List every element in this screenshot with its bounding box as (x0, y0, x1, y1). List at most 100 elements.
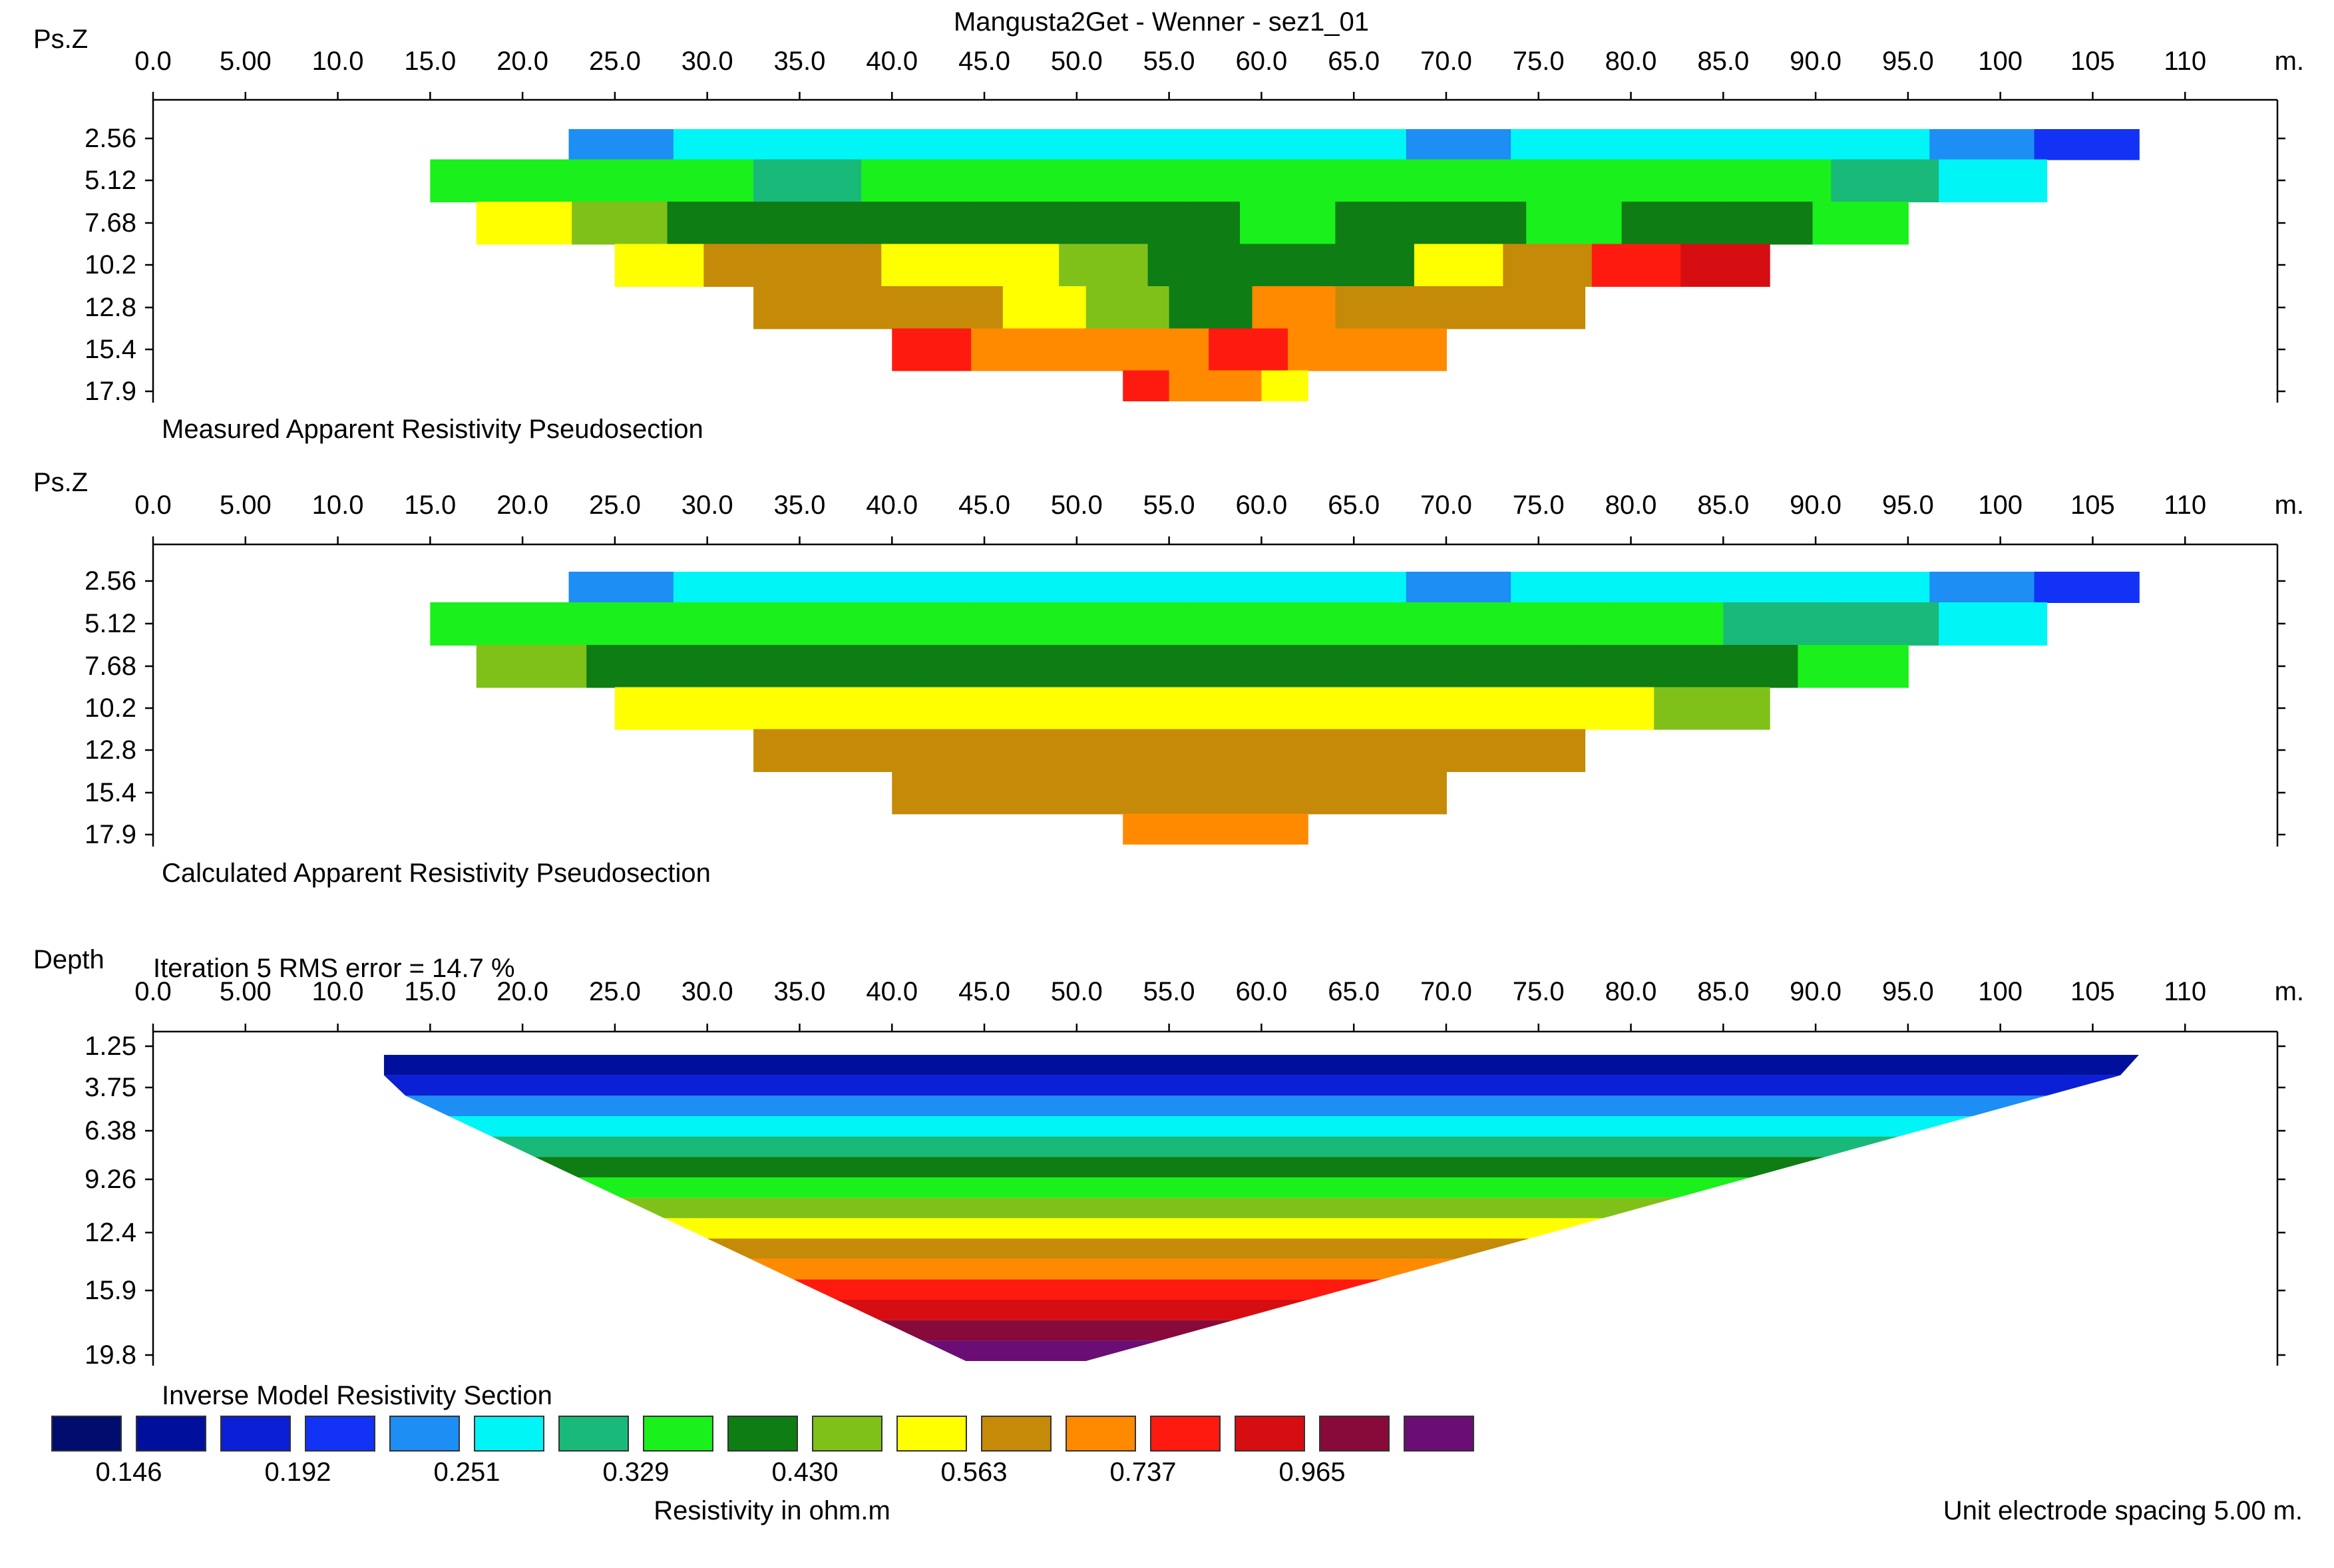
pseudosection-cell (1577, 645, 1688, 688)
pseudosection-cell (2034, 129, 2140, 160)
pseudosection-cell (1209, 328, 1289, 371)
pseudosection-cell (881, 244, 971, 287)
pseudosection-cell (1144, 202, 1241, 245)
pseudosection-cell (882, 129, 988, 160)
pseudosection-cell (1197, 129, 1302, 160)
model-band (836, 1300, 1308, 1320)
legend-swatch (558, 1416, 629, 1452)
pseudosection-cell (1292, 602, 1401, 646)
x-tick-label: 45.0 (958, 47, 1010, 76)
x-tick-label: 80.0 (1605, 490, 1657, 520)
pseudosection-cell (987, 129, 1093, 160)
pseudosection-cell (1301, 572, 1407, 603)
pseudosection-cell (1503, 244, 1593, 287)
pseudosection-cell (987, 572, 1093, 603)
pseudosection-cell (1357, 645, 1468, 688)
pseudosection-cell (953, 202, 1050, 245)
x-tick-label: 90.0 (1790, 490, 1842, 520)
pseudosection-cell (1085, 286, 1170, 329)
pseudosection-cell (1831, 159, 1940, 202)
pseudosection-cell (1292, 159, 1401, 202)
pseudosection-cell (778, 129, 884, 160)
y-tick-label: 9.26 (85, 1165, 136, 1194)
legend-swatch (389, 1416, 460, 1452)
pseudosection-cell (1065, 729, 1170, 772)
legend-swatch (981, 1416, 1052, 1452)
x-tick-label: 25.0 (589, 490, 641, 520)
pseudosection-cell (1169, 286, 1253, 329)
x-tick-label: 0.0 (134, 490, 172, 520)
x-tick-label: 85.0 (1697, 47, 1749, 76)
x-tick-label: 35.0 (774, 977, 826, 1006)
pseudosection-cell (586, 645, 697, 688)
pseudosection-cell (1301, 129, 1407, 160)
x-tick-label: 35.0 (774, 490, 826, 520)
pseudosection-cell (1050, 328, 1131, 371)
legend-swatch (474, 1416, 544, 1452)
x-tick-label: 95.0 (1882, 47, 1934, 76)
x-tick-label: 0.0 (134, 977, 172, 1006)
pseudosection-cell (882, 572, 988, 603)
pseudosection-cell (572, 202, 668, 245)
pseudosection-cell (1184, 602, 1293, 646)
pseudosection-cell (430, 602, 539, 646)
pseudosection-cell (1076, 771, 1170, 815)
pseudosection-cell (1184, 159, 1293, 202)
pseudosection-cell (1423, 687, 1539, 730)
legend-swatch (1404, 1416, 1474, 1452)
x-tick-label: 30.0 (681, 977, 733, 1006)
pseudosection-cell (673, 129, 779, 160)
pseudosection-cell (861, 159, 970, 202)
pseudosection-cell (1615, 159, 1724, 202)
pseudosection-cell (1929, 129, 2035, 160)
x-tick-label: 105 (2070, 47, 2115, 76)
x-tick-label: 55.0 (1143, 490, 1195, 520)
pseudosection-cell (1406, 572, 1512, 603)
y-tick-label: 12.8 (85, 293, 136, 322)
legend-swatch (305, 1416, 375, 1452)
pseudosection-cell (970, 244, 1060, 287)
pseudosection-cell (1184, 813, 1247, 845)
pseudosection-cell (858, 202, 954, 245)
y-tick-label: 12.4 (85, 1218, 136, 1247)
pseudosection-cell (476, 645, 588, 688)
pseudosection-cell (1406, 129, 1512, 160)
x-tick-label: 60.0 (1235, 47, 1287, 76)
pseudosection-cell (1717, 202, 1814, 245)
y-tick-label: 15.4 (85, 335, 136, 364)
measured-pseudosection-panel: Ps.Z 0.0 5.00 10.0 15.0 20.0 25.0 30.0 35.0 40.0 4… (33, 25, 2304, 444)
x-tick-label: 10.0 (312, 977, 364, 1006)
legend-label: 0.146 (95, 1458, 162, 1487)
x-tick-label: 70.0 (1420, 490, 1472, 520)
pseudosection-cell (1123, 370, 1170, 401)
x-tick-label: 25.0 (589, 47, 641, 76)
x-tick-label: 30.0 (681, 47, 733, 76)
x-tick-label: 55.0 (1143, 47, 1195, 76)
pseudosection-cell (892, 328, 972, 371)
pseudosection-cell (1615, 572, 1721, 603)
pseudosection-cell (1939, 159, 2048, 202)
legend-swatch (220, 1416, 291, 1452)
pseudosection-cell (792, 244, 882, 287)
pseudosection-cell (1002, 286, 1087, 329)
x-tick-label: 105 (2070, 490, 2115, 520)
legend-swatch (812, 1416, 882, 1452)
x-tick-label: 30.0 (681, 490, 733, 520)
x-tick-label: 50.0 (1051, 47, 1103, 76)
model-band (922, 1340, 1160, 1361)
legend-label: 0.251 (433, 1458, 500, 1487)
color-scale-legend: 0.146 0.192 0.251 0.329 0.430 0.563 0.737 0.965 (51, 1416, 1474, 1487)
pseudosection-cell (1246, 813, 1308, 845)
x-tick-label: 75.0 (1513, 977, 1565, 1006)
legend-label: 0.737 (1109, 1458, 1176, 1487)
y-tick-label: 10.2 (85, 250, 136, 280)
pseudosection-cell (1481, 729, 1586, 772)
legend-label: 0.430 (771, 1458, 838, 1487)
pseudosection-cell (538, 159, 647, 202)
legend-swatch (727, 1416, 798, 1452)
x-tick-label: 40.0 (866, 490, 918, 520)
pseudosection-cell (1169, 771, 1263, 815)
x-tick-label: 20.0 (496, 490, 548, 520)
y-tick-label: 10.2 (85, 693, 136, 723)
pseudosection-cell (1418, 286, 1503, 329)
